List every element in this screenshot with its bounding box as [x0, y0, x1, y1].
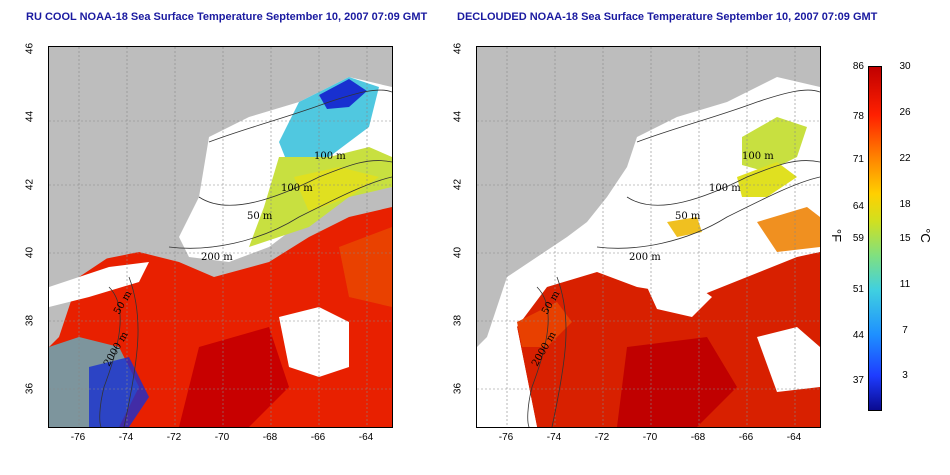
lat-tick-label: 38: [24, 314, 36, 327]
isobath-label: 100 m: [742, 151, 774, 162]
isobath-label: 100 m: [314, 151, 346, 162]
lat-tick-label: 44: [452, 110, 464, 123]
lon-tick-label: -76: [70, 432, 86, 443]
colorbar-c-tick: 3: [902, 370, 908, 381]
colorbar-unit-fahrenheit: °F: [829, 228, 845, 243]
colorbar-c-tick: 26: [899, 107, 911, 118]
lon-tick-label: -64: [358, 432, 374, 443]
isobath-label: 200 m: [201, 252, 233, 263]
colorbar-f-tick: 78: [852, 111, 864, 122]
lon-tick-label: -66: [738, 432, 754, 443]
lat-tick-label: 40: [452, 246, 464, 259]
lat-tick-label: 36: [452, 382, 464, 395]
colorbar-c-tick: 18: [899, 199, 911, 210]
colorbar-f-tick: 71: [852, 154, 864, 165]
lat-tick-label: 38: [452, 314, 464, 327]
lat-tick-label: 42: [24, 178, 36, 191]
lat-tick-label: 36: [24, 382, 36, 395]
lon-tick-label: -68: [262, 432, 278, 443]
colorbar-f-tick: 64: [852, 201, 864, 212]
lat-tick-label: 46: [24, 42, 36, 55]
declouded-sst-map: 100 m 100 m 50 m 200 m 50 m 2000 m: [476, 46, 821, 428]
colorbar-f-tick: 37: [852, 375, 864, 386]
colorbar-f-tick: 51: [852, 284, 864, 295]
lon-tick-label: -72: [594, 432, 610, 443]
colorbar-c-tick: 7: [902, 325, 908, 336]
colorbar-c-tick: 30: [899, 61, 911, 72]
lat-tick-label: 42: [452, 178, 464, 191]
colorbar-c-tick: 11: [899, 279, 911, 290]
lon-tick-label: -70: [642, 432, 658, 443]
lon-tick-label: -64: [786, 432, 802, 443]
lat-tick-label: 46: [452, 42, 464, 55]
raw-sst-map: 100 m 100 m 50 m 200 m 50 m 2000 m: [48, 46, 393, 428]
lon-tick-label: -70: [214, 432, 230, 443]
isobath-label: 100 m: [709, 183, 741, 194]
lon-tick-label: -76: [498, 432, 514, 443]
lon-tick-label: -74: [546, 432, 562, 443]
colorbar-c-tick: 15: [899, 233, 911, 244]
colorbar-f-tick: 59: [852, 233, 864, 244]
colorbar-f-tick: 86: [852, 61, 864, 72]
right-map-title: DECLOUDED NOAA-18 Sea Surface Temperatur…: [457, 11, 878, 23]
isobath-label: 200 m: [629, 252, 661, 263]
temperature-colorbar: [868, 66, 882, 411]
isobath-label: 100 m: [281, 183, 313, 194]
lon-tick-label: -74: [118, 432, 134, 443]
lat-tick-label: 44: [24, 110, 36, 123]
left-map-title: RU COOL NOAA-18 Sea Surface Temperature …: [26, 11, 428, 23]
colorbar-f-tick: 44: [852, 330, 864, 341]
colorbar-unit-celsius: °C: [917, 228, 933, 243]
lon-tick-label: -72: [166, 432, 182, 443]
isobath-label: 50 m: [247, 211, 273, 222]
lat-tick-label: 40: [24, 246, 36, 259]
lon-tick-label: -68: [690, 432, 706, 443]
lon-tick-label: -66: [310, 432, 326, 443]
isobath-label: 50 m: [675, 211, 701, 222]
colorbar-c-tick: 22: [899, 153, 911, 164]
